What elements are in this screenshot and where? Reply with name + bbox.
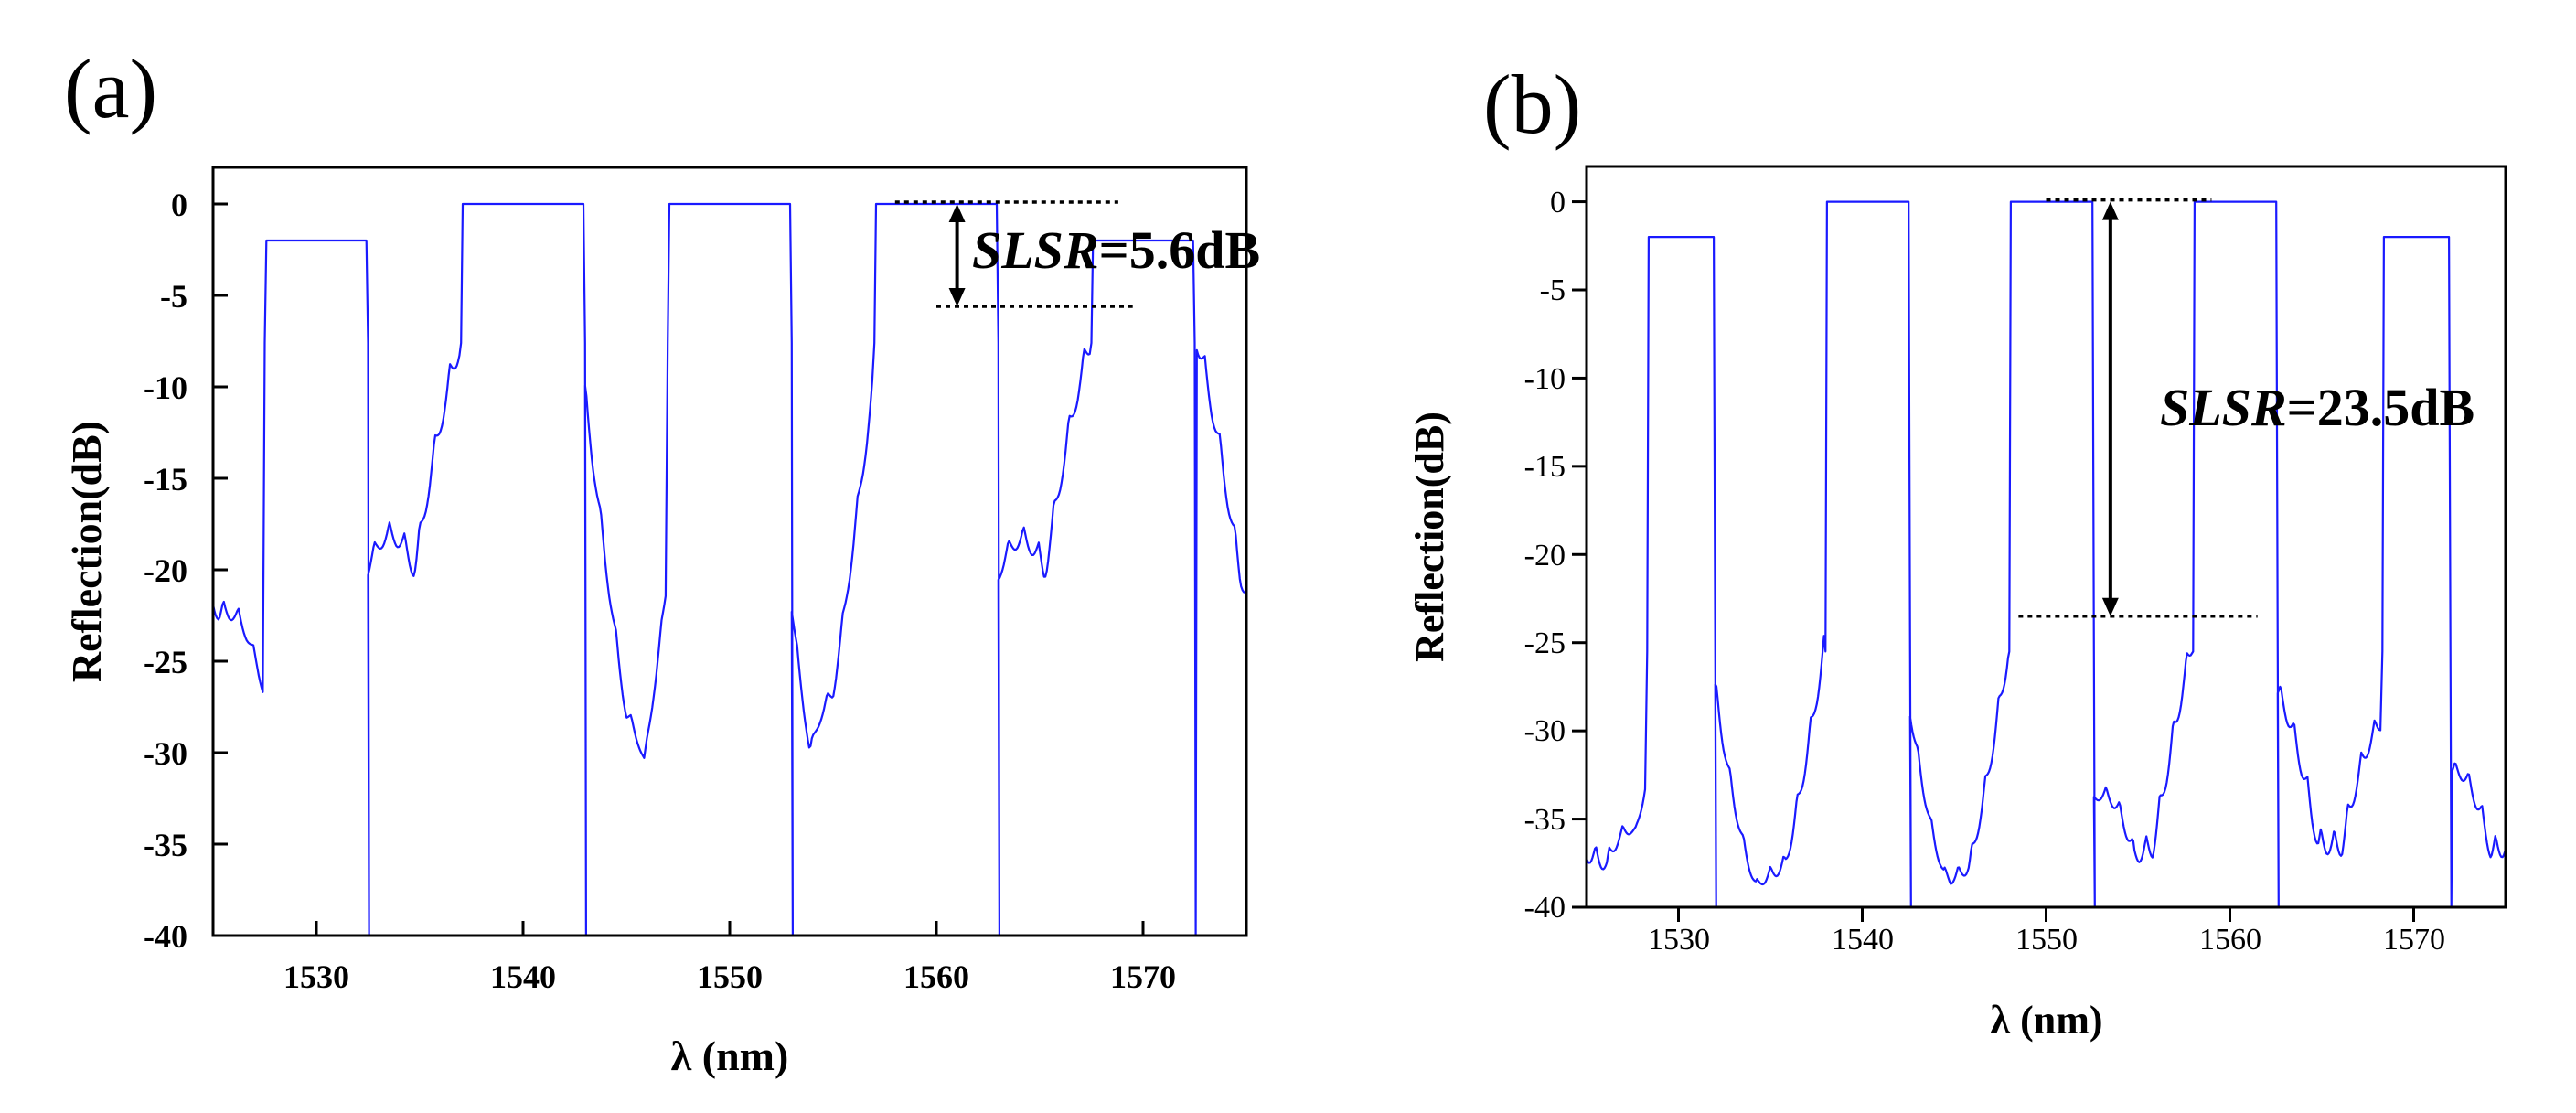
y-tick-label: -25	[144, 644, 187, 680]
reflection-trace	[1585, 200, 2507, 909]
slsr-value: =23.5dB	[2287, 378, 2475, 437]
y-tick-label: -40	[1524, 891, 1566, 925]
x-tick-label: 1560	[903, 958, 969, 995]
reflection-trace	[211, 202, 1245, 937]
x-axis-label-b: λ (nm)	[1990, 998, 2102, 1043]
y-tick-label: -15	[1524, 450, 1566, 484]
y-tick-label: -10	[144, 369, 187, 406]
slsr-arrowhead-up	[2101, 201, 2119, 220]
slsr-value: =5.6dB	[1099, 220, 1261, 280]
slsr-arrowhead-up	[948, 204, 966, 222]
annotation-a	[894, 200, 1133, 308]
slsr-italic: SLSR	[972, 220, 1099, 280]
slsr-label-b: SLSR=23.5dB	[2160, 378, 2474, 437]
series-a	[211, 202, 1245, 937]
panel-label-a: (a)	[64, 42, 157, 135]
xtick-labels-a: 1530 1540 1550 1560 1570	[283, 958, 1176, 995]
y-tick-label: -40	[144, 918, 187, 955]
y-tick-label: -15	[144, 461, 187, 498]
slsr-italic: SLSR	[2160, 378, 2287, 437]
annotation-b	[2018, 198, 2258, 618]
y-tick-label: 0	[1550, 186, 1566, 219]
ytick-labels-a: 0 -5 -10 -15 -20 -25 -30 -35 -40	[144, 187, 187, 955]
y-tick-label: -10	[1524, 362, 1566, 396]
xtick-labels-b: 1530 1540 1550 1560 1570	[1648, 923, 2445, 957]
x-tick-label: 1540	[490, 958, 556, 995]
y-tick-label: -30	[1524, 714, 1566, 748]
y-tick-label: -5	[160, 278, 187, 315]
y-tick-label: -25	[1524, 626, 1566, 660]
slsr-arrowhead-down	[948, 288, 966, 306]
plot-frame-b	[1585, 165, 2507, 909]
panel-b: (b) 0 -5 -10 -15 -20 -25 -30 -35 -40 153…	[1407, 58, 2507, 1043]
y-axis-label-a: Reflection(dB)	[63, 421, 110, 682]
panel-a: (a) 0 -5 -10 -15 -20 -25 -30 -35 -40 153…	[63, 42, 1260, 1079]
series-b	[1585, 200, 2507, 909]
panel-label-b: (b)	[1483, 58, 1581, 151]
y-tick-label: -35	[144, 827, 187, 863]
y-tick-label: -30	[144, 735, 187, 772]
ytick-labels-b: 0 -5 -10 -15 -20 -25 -30 -35 -40	[1524, 186, 1566, 925]
ticks-b	[1572, 200, 2415, 922]
y-tick-label: 0	[171, 187, 187, 223]
x-tick-label: 1570	[1110, 958, 1176, 995]
x-tick-label: 1530	[1648, 923, 1710, 957]
y-axis-label-b: Reflection(dB)	[1407, 412, 1452, 662]
x-tick-label: 1540	[1832, 923, 1894, 957]
x-tick-label: 1550	[2015, 923, 2078, 957]
x-tick-label: 1530	[283, 958, 349, 995]
x-tick-label: 1550	[697, 958, 763, 995]
x-tick-label: 1560	[2199, 923, 2261, 957]
y-tick-label: -20	[1524, 539, 1566, 573]
slsr-arrowhead-down	[2101, 597, 2119, 616]
y-tick-label: -20	[144, 552, 187, 589]
slsr-label-a: SLSR=5.6dB	[972, 220, 1260, 280]
y-tick-label: -5	[1540, 273, 1566, 307]
ticks-a	[213, 202, 1145, 937]
x-tick-label: 1570	[2383, 923, 2445, 957]
x-axis-label-a: λ (nm)	[671, 1033, 789, 1079]
y-tick-label: -35	[1524, 803, 1566, 837]
